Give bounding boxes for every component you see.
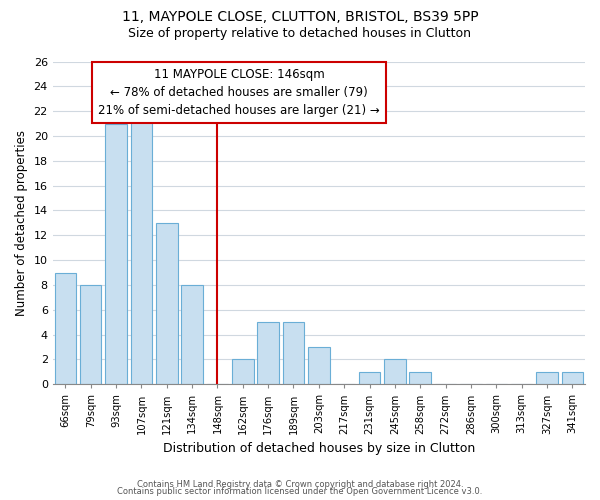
Text: Size of property relative to detached houses in Clutton: Size of property relative to detached ho…: [128, 28, 472, 40]
Bar: [359, 372, 380, 384]
Bar: [181, 285, 203, 384]
Text: Contains HM Land Registry data © Crown copyright and database right 2024.: Contains HM Land Registry data © Crown c…: [137, 480, 463, 489]
Bar: [562, 372, 583, 384]
Y-axis label: Number of detached properties: Number of detached properties: [15, 130, 28, 316]
Bar: [536, 372, 558, 384]
Bar: [55, 272, 76, 384]
Bar: [131, 111, 152, 384]
Text: Contains public sector information licensed under the Open Government Licence v3: Contains public sector information licen…: [118, 487, 482, 496]
Bar: [308, 347, 329, 385]
X-axis label: Distribution of detached houses by size in Clutton: Distribution of detached houses by size …: [163, 442, 475, 455]
Text: 11, MAYPOLE CLOSE, CLUTTON, BRISTOL, BS39 5PP: 11, MAYPOLE CLOSE, CLUTTON, BRISTOL, BS3…: [122, 10, 478, 24]
Bar: [283, 322, 304, 384]
Text: 11 MAYPOLE CLOSE: 146sqm
← 78% of detached houses are smaller (79)
21% of semi-d: 11 MAYPOLE CLOSE: 146sqm ← 78% of detach…: [98, 68, 380, 117]
Bar: [409, 372, 431, 384]
Bar: [80, 285, 101, 384]
Bar: [105, 124, 127, 384]
Bar: [156, 223, 178, 384]
Bar: [384, 360, 406, 384]
Bar: [232, 360, 254, 384]
Bar: [257, 322, 279, 384]
